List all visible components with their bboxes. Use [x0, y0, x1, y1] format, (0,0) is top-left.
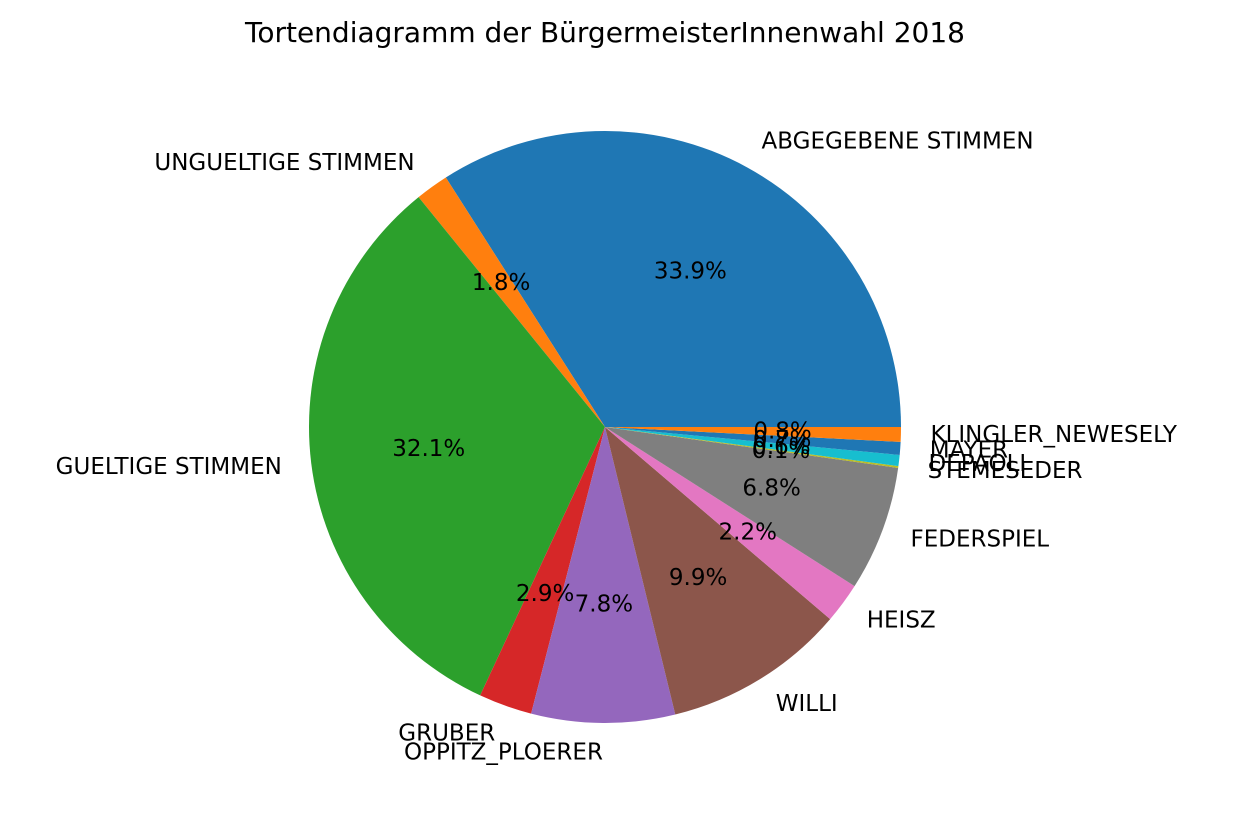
slice-label-3: GRUBER [398, 721, 495, 747]
slice-percent-2: 32.1% [392, 436, 465, 462]
slice-label-4: OPPITZ_PLOERER [404, 740, 603, 766]
pie-slice-4 [531, 427, 676, 723]
slice-label-10: MAYER [930, 438, 1008, 464]
slice-percent-11: 0.8% [753, 418, 811, 444]
pie-slice-5 [605, 427, 831, 715]
slice-label-5: WILLI [776, 691, 838, 717]
slice-percent-3: 2.9% [516, 581, 574, 607]
slice-percent-1: 1.8% [472, 270, 530, 296]
slice-label-7: FEDERSPIEL [910, 527, 1049, 553]
slice-percent-8: 0.1% [752, 438, 810, 464]
slice-percent-6: 2.2% [719, 520, 777, 546]
slice-percent-4: 7.8% [575, 592, 633, 618]
slice-label-1: UNGUELTIGE STIMMEN [154, 150, 414, 176]
slice-label-11: KLINGLER_NEWESELY [930, 422, 1177, 448]
slice-percent-0: 33.9% [654, 258, 727, 284]
slice-percent-5: 9.9% [669, 565, 727, 591]
slice-percent-9: 0.6% [752, 434, 810, 460]
slice-label-9: DEPAOLI [929, 451, 1027, 477]
slice-label-8: STEMESEDER [928, 458, 1083, 484]
pie-slice-7 [605, 427, 899, 587]
pie-slice-0 [445, 130, 902, 427]
slice-label-6: HEISZ [867, 608, 936, 634]
pie-slices [308, 130, 902, 723]
pie-slice-2 [308, 197, 605, 696]
pie-slice-8 [605, 427, 899, 468]
pie-slice-6 [605, 427, 855, 620]
slice-label-0: ABGEGEBENE STIMMEN [762, 128, 1034, 154]
pie-labels: ABGEGEBENE STIMMEN UNGUELTIGE STIMMEN GUEL… [56, 128, 1178, 765]
pie-percent-labels: 33.9% 1.8% 32.1% 2.9% 7.8% 9.9% 2.2% 6.8% 0.1%0.… [392, 258, 812, 617]
pie-slice-1 [418, 177, 605, 427]
pie-slice-11 [605, 427, 901, 442]
chart-title: Tortendiagramm der BürgermeisterInnenwah… [244, 16, 965, 49]
slice-label-2: GUELTIGE STIMMEN [56, 454, 282, 480]
pie-slice-3 [480, 427, 605, 714]
pie-slice-9 [605, 427, 900, 467]
slice-percent-7: 6.8% [742, 475, 800, 501]
pie-slice-10 [605, 427, 901, 455]
slice-percent-10: 0.7% [753, 427, 811, 453]
